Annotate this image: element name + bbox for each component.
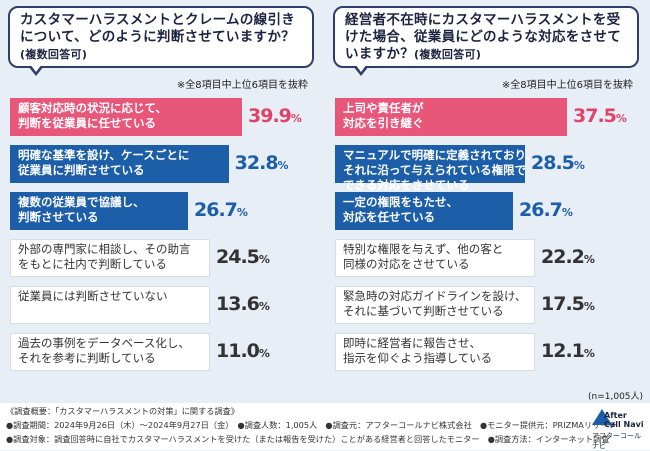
logo-triangle-icon bbox=[592, 409, 612, 425]
bar-row: 緊急時の対応ガイドラインを設け、 それに基づいて判断させている 17.5% bbox=[335, 286, 635, 324]
bar bbox=[10, 145, 229, 183]
bar bbox=[335, 333, 535, 371]
bar bbox=[335, 192, 513, 230]
bar bbox=[10, 239, 210, 277]
right-panel: 経営者不在時にカスタマーハラスメントを受けた場合、従業員にどのような対応をさせて… bbox=[333, 6, 643, 384]
left-question-box: カスタマーハラスメントとクレームの線引きについて、どのように判断させていますか？… bbox=[8, 6, 314, 68]
sample-size-note: (n=1,005人) bbox=[588, 392, 644, 402]
bar-label: マニュアルで明確に定義されており、 それに沿って与えられている権限で できる対応… bbox=[343, 148, 538, 192]
bar bbox=[335, 98, 567, 136]
bar-row: 過去の事例をデータベース化し、 それを参考に判断している 11.0% bbox=[10, 333, 310, 371]
bar bbox=[335, 286, 535, 324]
footer-line-3: ●調査対象：調査回答時に自社でカスタマーハラスメントを受けた（または報告を受けた… bbox=[6, 434, 610, 444]
bar-value: 26.7% bbox=[194, 199, 248, 221]
bar-row: 特別な権限を与えず、他の客と 同様の対応をさせている 22.2% bbox=[335, 239, 635, 277]
bar-label: 特別な権限を与えず、他の客と 同様の対応をさせている bbox=[343, 242, 504, 271]
bar-label: 上司や責任者が 対応を引き継ぐ bbox=[343, 101, 424, 130]
bar-label: 即時に経営者に報告させ、 指示を仰ぐよう指導している bbox=[343, 336, 493, 365]
left-panel: カスタマーハラスメントとクレームの線引きについて、どのように判断させていますか？… bbox=[8, 6, 318, 384]
bar-value: 13.6% bbox=[216, 293, 270, 315]
bar-value: 37.5% bbox=[573, 105, 627, 127]
bar-value: 24.5% bbox=[216, 246, 270, 268]
left-question: カスタマーハラスメントとクレームの線引きについて、どのように判断させていますか？… bbox=[20, 12, 296, 61]
footer-line-2: ●調査期間：2024年9月26日（木）〜2024年9月27日（金） ●調査人数：… bbox=[6, 420, 617, 430]
bar-value: 39.9% bbox=[248, 105, 302, 127]
right-question-box: 経営者不在時にカスタマーハラスメントを受けた場合、従業員にどのような対応をさせて… bbox=[333, 6, 639, 68]
bar-value: 22.2% bbox=[541, 246, 595, 268]
bar-value: 28.5% bbox=[531, 152, 585, 174]
bar-row: 上司や責任者が 対応を引き継ぐ 37.5% bbox=[335, 98, 635, 136]
bar-label: 緊急時の対応ガイドラインを設け、 それに基づいて判断させている bbox=[343, 289, 527, 318]
bar-label: 明確な基準を設け、ケースごとに 従業員に判断させている bbox=[18, 148, 190, 177]
bar-value: 32.8% bbox=[234, 152, 289, 174]
bar-label: 顧客対応時の状況に応じて、 判断を従業員に任せている bbox=[18, 101, 167, 130]
bar-value: 11.0% bbox=[216, 340, 270, 362]
bar-value: 12.1% bbox=[541, 340, 595, 362]
footer-line-1: 《調査概要：「カスタマーハラスメントの対策」に関する調査》 bbox=[6, 406, 240, 416]
bar-row: 従業員には判断させていない 13.6% bbox=[10, 286, 310, 324]
right-note: ※全8項目中上位6項目を抜粋 bbox=[501, 80, 633, 91]
bar bbox=[10, 333, 210, 371]
bar-row: マニュアルで明確に定義されており、 それに沿って与えられている権限で できる対応… bbox=[335, 145, 635, 192]
bar-label: 過去の事例をデータベース化し、 それを参考に判断している bbox=[18, 336, 190, 365]
bar-label: 複数の従業員で協議し、 判断させている bbox=[18, 195, 145, 224]
bar bbox=[10, 286, 210, 324]
bar-row: 外部の専門家に相談し、その助言 をもとに社内で判断している 24.5% bbox=[10, 239, 310, 277]
bar-label: 従業員には判断させていない bbox=[18, 289, 168, 303]
bar-row: 複数の従業員で協議し、 判断させている 26.7% bbox=[10, 192, 310, 230]
bar-label: 外部の専門家に相談し、その助言 をもとに社内で判断している bbox=[18, 242, 191, 271]
bar-label: 一定の権限をもたせ、 対応を任せている bbox=[343, 195, 458, 224]
left-note: ※全8項目中上位6項目を抜粋 bbox=[176, 80, 308, 91]
bar bbox=[335, 239, 535, 277]
bar-row: 顧客対応時の状況に応じて、 判断を従業員に任せている 39.9% bbox=[10, 98, 310, 136]
bar bbox=[10, 98, 242, 136]
bar-value: 26.7% bbox=[519, 199, 573, 221]
bar bbox=[335, 145, 525, 183]
bar-row: 即時に経営者に報告させ、 指示を仰ぐよう指導している 12.1% bbox=[335, 333, 635, 371]
bar bbox=[10, 192, 188, 230]
survey-footer: 《調査概要：「カスタマーハラスメントの対策」に関する調査》 ●調査期間：2024… bbox=[0, 403, 650, 450]
bar-row: 明確な基準を設け、ケースごとに 従業員に判断させている 32.8% bbox=[10, 145, 310, 183]
after-call-navi-logo: After Call Navi アフターコールナビ bbox=[592, 409, 644, 450]
bar-value: 17.5% bbox=[541, 293, 595, 315]
right-question: 経営者不在時にカスタマーハラスメントを受けた場合、従業員にどのような対応をさせて… bbox=[345, 12, 621, 62]
bar-row: 一定の権限をもたせ、 対応を任せている 26.7% bbox=[335, 192, 635, 230]
